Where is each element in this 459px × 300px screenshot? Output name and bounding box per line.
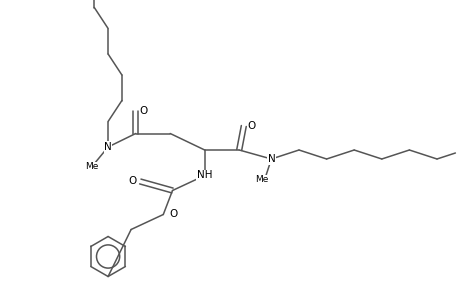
Text: N: N: [267, 154, 274, 164]
Text: Me: Me: [254, 176, 268, 184]
Text: Me: Me: [85, 162, 99, 171]
Text: NH: NH: [196, 170, 212, 181]
Text: N: N: [104, 142, 112, 152]
Text: O: O: [128, 176, 136, 187]
Text: O: O: [169, 209, 177, 220]
Text: O: O: [247, 121, 255, 131]
Text: O: O: [139, 106, 147, 116]
